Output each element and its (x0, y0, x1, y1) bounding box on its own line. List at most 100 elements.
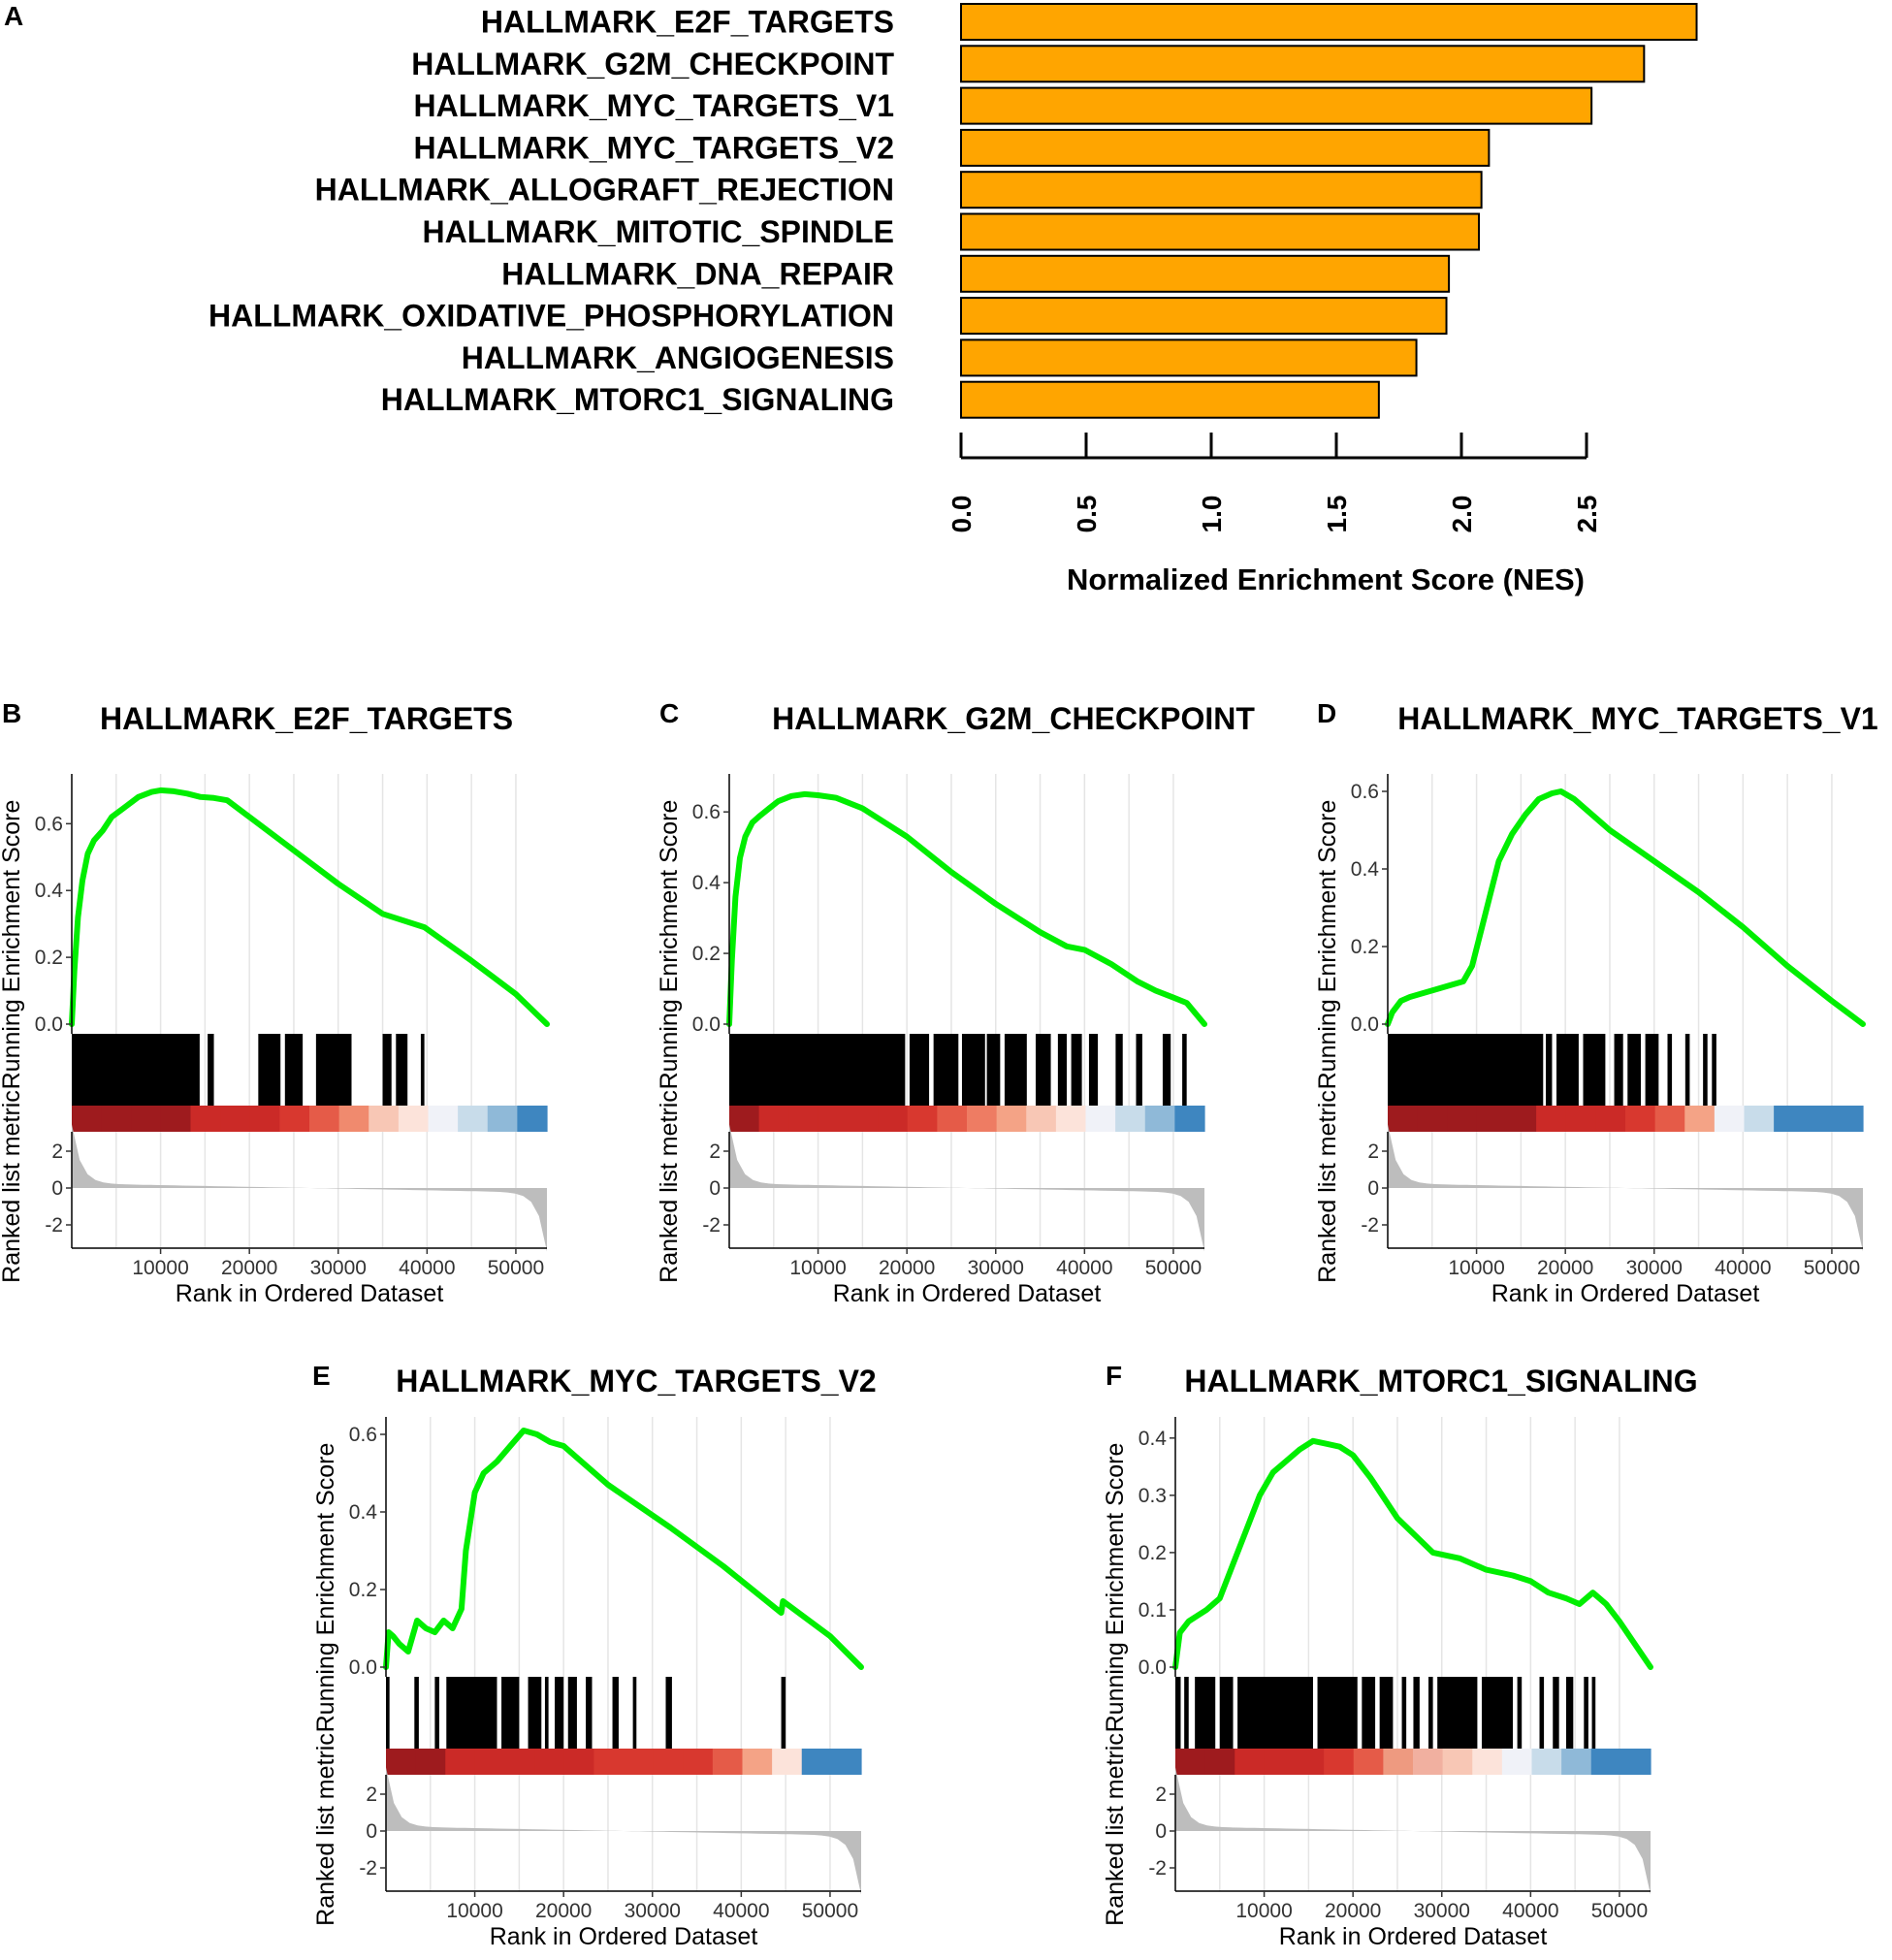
gene-hit-band (1553, 1677, 1559, 1749)
x-tick-label: 50000 (1591, 1900, 1648, 1922)
gene-hit-band (567, 1677, 577, 1749)
rank-heat-cell (729, 1106, 760, 1132)
gsea-panel-c: C HALLMARK_G2M_CHECKPOINT 0.0 0.2 0.4 0.6 2 0 -2… (656, 698, 1255, 1307)
x-axis-title: Rank in Ordered Dataset (833, 1280, 1102, 1307)
rank-heat-cell (712, 1749, 744, 1775)
nes-tick-label: 2.0 (1447, 496, 1477, 533)
rank-heat-cell (190, 1106, 221, 1132)
gene-hit-band (1413, 1677, 1420, 1749)
gene-hit-band (258, 1034, 281, 1106)
gene-hit-band (961, 1034, 985, 1106)
gene-hit-band (1388, 1034, 1544, 1106)
rank-heat-cell (1442, 1749, 1473, 1775)
panel-title: HALLMARK_MYC_TARGETS_V1 (1397, 701, 1877, 736)
rank-heat-cell (534, 1749, 565, 1775)
rank-heat-cell (1654, 1106, 1685, 1132)
gene-hit-band (1565, 1677, 1574, 1749)
gene-hit-band (665, 1677, 672, 1749)
metric-tick-label: 2 (709, 1141, 721, 1163)
x-tick-label: 20000 (1325, 1900, 1381, 1922)
x-axis-title: Rank in Ordered Dataset (1279, 1923, 1548, 1950)
gene-hit-band (729, 1034, 906, 1106)
rank-heat-cell (1561, 1749, 1592, 1775)
nes-tick-label: 1.0 (1197, 496, 1227, 533)
gene-hit-band (382, 1034, 392, 1106)
gene-hit-band (501, 1677, 520, 1749)
metric-tick-label: -2 (1148, 1857, 1167, 1880)
es-tick-label: 0.4 (1351, 858, 1380, 881)
gene-hit-band (1591, 1677, 1596, 1749)
gene-hit-band (1175, 1677, 1181, 1749)
es-axis-title: Running Enrichment Score (1102, 1443, 1129, 1733)
gene-hit-band (1362, 1677, 1376, 1749)
rank-heat-cell (1472, 1749, 1503, 1775)
running-es-curve (1385, 788, 1866, 1027)
gene-hit-band (1088, 1034, 1099, 1106)
rank-heat-cell (1174, 1106, 1205, 1132)
nes-bar (960, 254, 1451, 293)
rank-heat-cell (1833, 1106, 1864, 1132)
rank-heat-cell (1413, 1749, 1444, 1775)
rank-heat-cell (72, 1106, 103, 1132)
ranked-metric-area (386, 1767, 861, 1895)
ranked-metric-area (729, 1124, 1204, 1252)
nes-bar (960, 86, 1593, 125)
nes-tick-label: 1.5 (1322, 496, 1352, 533)
es-axis-title: Running Enrichment Score (656, 800, 683, 1090)
x-tick-label: 50000 (1145, 1257, 1202, 1279)
rank-heat-cell (758, 1106, 789, 1132)
rank-heat-cell (1324, 1749, 1355, 1775)
gene-hit-band (1481, 1677, 1514, 1749)
rank-heat-cell (1620, 1749, 1651, 1775)
panel-a-label: A (4, 1, 23, 31)
gene-hit-band (386, 1677, 390, 1749)
gene-hit-band (1667, 1034, 1673, 1106)
gene-hit-band (1379, 1677, 1394, 1749)
x-tick-label: 30000 (625, 1900, 681, 1922)
rank-heat-cell (624, 1749, 655, 1775)
nes-bar (960, 297, 1448, 336)
gene-hit-band (544, 1677, 549, 1749)
rank-heat-cell (279, 1106, 310, 1132)
panel-title: HALLMARK_G2M_CHECKPOINT (772, 701, 1255, 736)
rank-heat-cell (1055, 1106, 1087, 1132)
x-tick-label: 10000 (789, 1257, 846, 1279)
rank-heat-cell (878, 1106, 909, 1132)
gene-hit-band (1684, 1034, 1690, 1106)
rank-heat-cell (220, 1106, 251, 1132)
gene-hit-band (1219, 1677, 1234, 1749)
gene-hit-band (315, 1034, 352, 1106)
x-tick-label: 20000 (221, 1257, 277, 1279)
gene-hit-band (612, 1677, 619, 1749)
gene-hit-band (1401, 1677, 1407, 1749)
x-axis-title: Rank in Ordered Dataset (490, 1923, 758, 1950)
nes-bar (960, 380, 1380, 419)
nes-tick-label: 0.0 (946, 496, 977, 533)
rank-heat-cell (818, 1106, 850, 1132)
gene-hit-band (1583, 1034, 1606, 1106)
metric-tick-label: 0 (366, 1820, 377, 1843)
gene-hit-band (1195, 1677, 1216, 1749)
metric-tick-label: 2 (366, 1783, 377, 1806)
rank-heat-cell (428, 1106, 459, 1132)
rank-heat-cell (369, 1106, 400, 1132)
rank-heat-cell (101, 1106, 132, 1132)
gene-hit-band (986, 1034, 1001, 1106)
gene-hit-band (909, 1034, 930, 1106)
running-es-curve (1172, 1437, 1653, 1670)
rank-heat-cell (1026, 1106, 1057, 1132)
es-tick-label: 0.6 (1351, 781, 1379, 803)
gene-hit-band (396, 1034, 408, 1106)
rank-heat-cell (563, 1749, 594, 1775)
rank-heat-cell (249, 1106, 280, 1132)
nes-bar (960, 45, 1646, 83)
rank-heat-cell (1774, 1106, 1805, 1132)
x-tick-label: 10000 (132, 1257, 188, 1279)
bar-category-label: HALLMARK_MYC_TARGETS_V2 (414, 130, 894, 165)
gene-hit-band (1517, 1677, 1523, 1749)
gsea-panel-f: F HALLMARK_MTORC1_SIGNALING 0.0 0.1 0.2 0.3 0.… (1102, 1361, 1698, 1950)
x-tick-label: 20000 (879, 1257, 935, 1279)
nes-bar (960, 128, 1491, 167)
rank-heat-cell (1476, 1106, 1508, 1132)
x-tick-label: 40000 (399, 1257, 455, 1279)
